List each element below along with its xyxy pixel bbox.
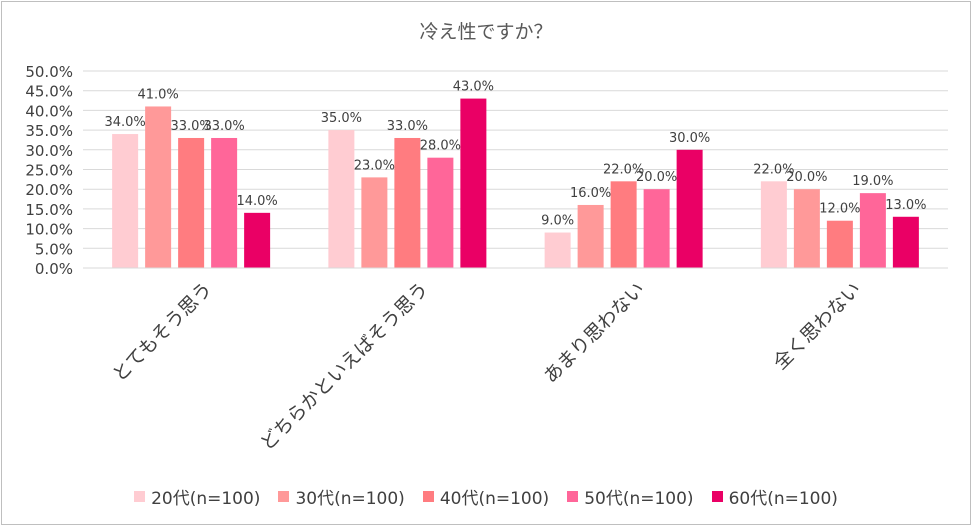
data-label: 35.0% [321,111,362,126]
bar [328,130,355,268]
data-label: 20.0% [636,170,677,185]
bar [676,149,703,268]
legend-label: 40代(n=100) [439,489,550,509]
bar [859,193,886,268]
legend-item: 20代(n=100) [134,484,260,509]
legend-swatch [278,491,290,502]
data-label: 16.0% [570,186,611,201]
data-label: 33.0% [387,119,428,134]
data-label: 13.0% [885,198,926,213]
y-tick-label: 20.0% [25,181,73,199]
bar [427,157,454,268]
bar [211,137,238,268]
bar [643,189,670,268]
bar [892,216,919,268]
data-label: 12.0% [819,202,860,217]
data-label: 20.0% [786,170,827,185]
y-tick-label: 25.0% [25,162,73,180]
data-label: 22.0% [603,162,644,177]
y-tick-label: 15.0% [25,201,73,219]
data-label: 30.0% [669,131,710,146]
chart-title: 冷え性ですか？ [419,21,553,43]
data-label: 19.0% [852,174,893,189]
x-category-label: どちらかといえばそう思う [256,278,433,455]
y-tick-label: 35.0% [25,122,73,140]
bar [460,98,487,268]
bar [361,177,388,268]
data-label: 22.0% [753,162,794,177]
bar [544,232,571,268]
data-label: 33.0% [203,119,244,134]
y-tick-label: 40.0% [25,102,73,120]
y-tick-label: 50.0% [25,63,73,81]
y-tick-label: 10.0% [25,221,73,239]
y-tick-label: 30.0% [25,142,73,160]
data-label: 23.0% [354,158,395,173]
x-category-label: とてもそう思う [108,278,216,386]
legend-label: 60代(n=100) [728,489,838,509]
legend-swatch [134,491,146,502]
data-label: 9.0% [541,214,574,229]
data-label: 43.0% [453,80,494,95]
data-label: 34.0% [104,115,145,130]
legend-label: 30代(n=100) [295,489,405,509]
legend-swatch [567,491,579,502]
legend-label: 20代(n=100) [151,489,261,509]
bar [793,189,820,268]
y-tick-label: 0.0% [35,260,73,278]
bar [112,134,139,268]
bar [577,204,604,268]
data-label: 33.0% [170,119,211,134]
y-tick-label: 45.0% [25,83,73,101]
legend-item: 40代(n=100) [422,484,550,509]
legend-item: 50代(n=100) [567,484,694,509]
legend-label: 50代(n=100) [584,489,694,509]
legend-item: 30代(n=100) [278,484,405,509]
data-label: 41.0% [137,87,178,102]
legend-item: 60代(n=100) [711,484,838,509]
data-label: 28.0% [420,139,461,154]
bar [178,137,205,268]
legend-swatch [422,491,434,502]
bar [394,137,421,268]
bar [610,181,637,268]
bar-chart: 0.0%5.0%10.0%15.0%20.0%25.0%30.0%35.0%40… [25,63,948,455]
x-category-label: 全く思わない [769,278,865,374]
bar [826,220,853,268]
bar [244,212,271,268]
legend: 20代(n=100) 30代(n=100) 40代(n=100) 50代(n=100)… [0,484,972,509]
bar [145,106,172,269]
x-category-label: あまり思わない [540,278,650,388]
data-label: 14.0% [236,194,277,209]
legend-swatch [711,491,723,502]
y-tick-label: 5.0% [35,240,73,258]
bar [760,181,787,268]
